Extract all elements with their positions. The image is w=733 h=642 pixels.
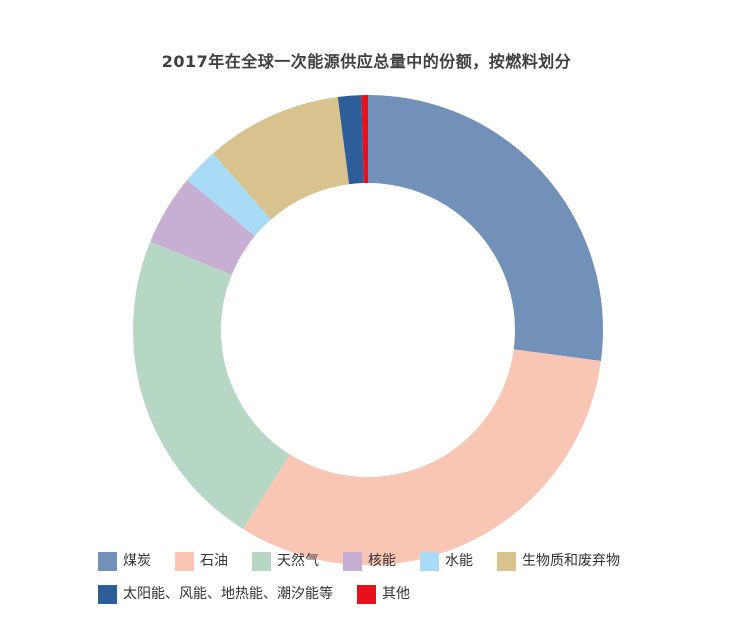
slice-oil [133, 95, 603, 565]
legend-row: 煤炭 石油 天然气 核能 水能 生物质和废弃物 [98, 552, 698, 571]
legend-item-nuclear: 核能 [343, 552, 396, 571]
legend-label-oil: 石油 [200, 553, 228, 569]
legend-swatch-hydro [420, 552, 439, 571]
legend-swatch-coal [98, 552, 117, 571]
legend-label-natural-gas: 天然气 [277, 553, 319, 569]
legend-item-biomass-waste: 生物质和废弃物 [497, 552, 620, 571]
legend-swatch-biomass-waste [497, 552, 516, 571]
legend-item-natural-gas: 天然气 [252, 552, 319, 571]
legend-swatch-oil [175, 552, 194, 571]
slice-natural-gas [133, 95, 603, 565]
legend-label-hydro: 水能 [445, 553, 473, 569]
legend-row: 太阳能、风能、地热能、潮汐能等 其他 [98, 585, 698, 604]
legend-item-solar-wind-geothermal-tidal: 太阳能、风能、地热能、潮汐能等 [98, 585, 333, 604]
legend-swatch-solar-wind-geothermal-tidal [98, 585, 117, 604]
legend-label-coal: 煤炭 [123, 553, 151, 569]
chart-legend: 煤炭 石油 天然气 核能 水能 生物质和废弃物太阳能、风能、地热能、潮汐能等 其他 [98, 552, 698, 618]
legend-item-oil: 石油 [175, 552, 228, 571]
legend-label-nuclear: 核能 [368, 553, 396, 569]
donut-chart-area [133, 95, 603, 565]
legend-label-other: 其他 [382, 586, 410, 602]
legend-swatch-natural-gas [252, 552, 271, 571]
legend-item-coal: 煤炭 [98, 552, 151, 571]
donut-chart [133, 95, 603, 565]
legend-label-biomass-waste: 生物质和废弃物 [522, 553, 620, 569]
legend-item-other: 其他 [357, 585, 410, 604]
legend-label-solar-wind-geothermal-tidal: 太阳能、风能、地热能、潮汐能等 [123, 586, 333, 602]
slice-other [133, 95, 603, 565]
chart-title: 2017年在全球一次能源供应总量中的份额，按燃料划分 [161, 52, 572, 71]
legend-swatch-nuclear [343, 552, 362, 571]
legend-swatch-other [357, 585, 376, 604]
legend-item-hydro: 水能 [420, 552, 473, 571]
